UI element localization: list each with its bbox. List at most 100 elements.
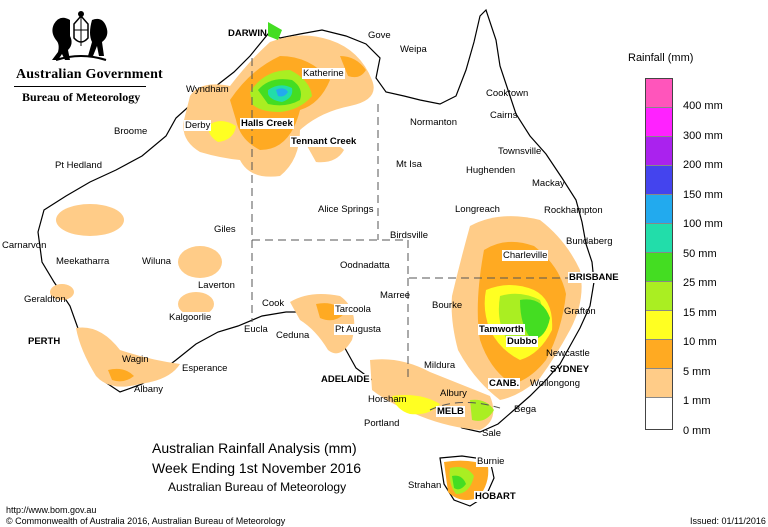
issued-date: Issued: 01/11/2016 (690, 516, 766, 526)
place-label-melb: MELB (436, 406, 465, 417)
legend-swatch (646, 253, 672, 282)
legend-swatch (646, 282, 672, 311)
legend-level-label: 100 mm (683, 218, 723, 230)
place-label-canb-: CANB. (488, 378, 521, 389)
place-label-derby: Derby (184, 120, 212, 131)
place-label-eucla: Eucla (244, 324, 268, 335)
week-ending: Week Ending 1st November 2016 (152, 460, 362, 476)
legend-swatch (646, 224, 672, 253)
legend-swatch (646, 108, 672, 137)
place-label-sydney: SYDNEY (550, 364, 590, 375)
place-label-meekatharra: Meekatharra (56, 256, 110, 267)
place-label-esperance: Esperance (182, 363, 228, 374)
place-label-brisbane: BRISBANE (568, 272, 620, 283)
place-label-gove: Gove (368, 30, 391, 41)
place-label-rockhampton: Rockhampton (544, 205, 603, 216)
place-label-tennant-creek: Tennant Creek (290, 136, 358, 147)
place-label-laverton: Laverton (198, 280, 235, 291)
legend-level-label: 0 mm (683, 424, 711, 437)
place-label-wagin: Wagin (122, 354, 149, 365)
legend-swatch (646, 369, 672, 398)
legend-level-label: 1 mm (683, 395, 711, 407)
place-label-bourke: Bourke (432, 300, 463, 311)
legend-swatch (646, 137, 672, 166)
agency-name: Bureau of Meteorology (22, 90, 141, 104)
place-label-horsham: Horsham (368, 394, 407, 405)
legend-swatch (646, 195, 672, 224)
place-label-grafton: Grafton (564, 306, 596, 317)
legend-level-label: 50 mm (683, 247, 717, 260)
legend-level-label: 200 mm (683, 159, 723, 171)
place-label-pt-hedland: Pt Hedland (55, 160, 103, 171)
place-label-cooktown: Cooktown (486, 88, 529, 99)
place-label-mackay: Mackay (532, 178, 565, 189)
place-label-birdsville: Birdsville (390, 230, 429, 241)
commonwealth-coat-of-arms-icon (52, 11, 108, 61)
place-label-broome: Broome (114, 126, 148, 137)
place-label-longreach: Longreach (455, 204, 500, 215)
place-label-wyndham: Wyndham (186, 84, 229, 95)
legend-level-label: 150 mm (683, 188, 723, 201)
place-label-oodnadatta: Oodnadatta (340, 260, 390, 271)
place-label-tamworth: Tamworth (478, 324, 525, 335)
place-label-giles: Giles (214, 224, 236, 235)
legend-swatch (646, 166, 672, 195)
place-label-dubbo: Dubbo (506, 336, 539, 347)
place-label-geraldton: Geraldton (24, 294, 66, 305)
place-label-cairns: Cairns (490, 110, 518, 121)
legend-level-label: 25 mm (683, 277, 717, 289)
place-label-marree: Marree (380, 290, 411, 301)
org-name: Australian Government (16, 67, 163, 82)
legend-level-label: 5 mm (683, 365, 711, 378)
place-label-strahan: Strahan (408, 480, 442, 491)
place-label-wollongong: Wollongong (530, 378, 581, 389)
place-label-wiluna: Wiluna (142, 256, 172, 267)
place-label-burnie: Burnie (476, 456, 506, 467)
place-label-kalgoorlie: Kalgoorlie (168, 312, 213, 323)
place-label-hughenden: Hughenden (466, 165, 516, 176)
place-label-mildura: Mildura (424, 360, 456, 371)
place-label-townsville: Townsville (498, 146, 542, 157)
state-borders (251, 58, 586, 411)
place-label-halls-creek: Halls Creek (240, 118, 294, 129)
place-label-newcastle: Newcastle (546, 348, 590, 359)
place-label-bega: Bega (514, 404, 537, 415)
place-label-hobart: HOBART (474, 491, 517, 502)
place-label-adelaide: ADELAIDE (320, 374, 371, 385)
legend-level-label: 10 mm (683, 336, 717, 348)
website-url[interactable]: http://www.bom.gov.au (6, 505, 97, 515)
legend-swatch (646, 398, 672, 427)
legend-level-label: 15 mm (683, 306, 717, 319)
place-label-pt-augusta: Pt Augusta (334, 324, 382, 335)
legend-level-label: 300 mm (683, 129, 723, 142)
header-divider (14, 86, 146, 87)
place-label-cook: Cook (262, 298, 285, 309)
place-label-charleville: Charleville (502, 250, 549, 261)
place-label-albury: Albury (440, 388, 467, 399)
legend-color-scale (645, 78, 673, 430)
place-label-tarcoola: Tarcoola (334, 304, 372, 315)
place-label-mt-isa: Mt Isa (396, 159, 422, 170)
place-label-ceduna: Ceduna (276, 330, 310, 341)
place-label-normanton: Normanton (410, 117, 457, 128)
place-label-alice-springs: Alice Springs (318, 204, 374, 215)
place-label-sale: Sale (482, 428, 502, 439)
legend-title: Rainfall (mm) (628, 52, 694, 64)
place-label-albany: Albany (134, 384, 164, 395)
legend-swatch (646, 311, 672, 340)
legend-level-label: 400 mm (683, 100, 723, 112)
place-label-darwin: DARWIN (228, 28, 267, 39)
rainfall-shading (50, 22, 582, 500)
copyright-notice: © Commonwealth of Australia 2016, Austra… (6, 516, 286, 526)
place-label-bundaberg: Bundaberg (566, 236, 613, 247)
place-label-weipa: Weipa (400, 44, 427, 55)
place-label-carnarvon: Carnarvon (2, 240, 47, 251)
legend-swatch (646, 340, 672, 369)
place-label-portland: Portland (364, 418, 400, 429)
place-label-perth: PERTH (28, 336, 61, 347)
place-label-katherine: Katherine (302, 68, 345, 79)
agency-credit: Australian Bureau of Meteorology (168, 480, 347, 494)
legend-swatch (646, 79, 672, 108)
